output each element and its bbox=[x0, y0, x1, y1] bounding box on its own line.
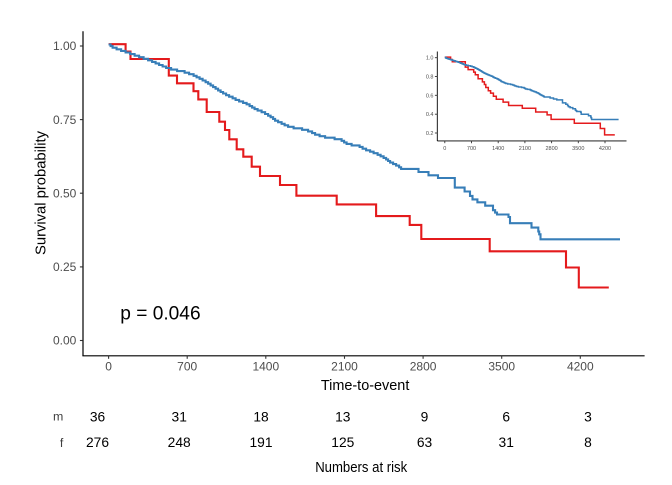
svg-text:0.00: 0.00 bbox=[53, 334, 77, 348]
svg-text:4200: 4200 bbox=[567, 360, 594, 374]
svg-text:2100: 2100 bbox=[519, 146, 531, 152]
svg-text:1.0: 1.0 bbox=[426, 56, 434, 62]
svg-text:125: 125 bbox=[331, 435, 354, 450]
svg-text:2800: 2800 bbox=[545, 146, 557, 152]
svg-text:3500: 3500 bbox=[572, 146, 584, 152]
svg-text:1400: 1400 bbox=[252, 360, 279, 374]
svg-text:Survival probability: Survival probability bbox=[34, 130, 50, 255]
svg-text:0.4: 0.4 bbox=[426, 112, 434, 118]
svg-text:9: 9 bbox=[421, 410, 429, 425]
svg-text:63: 63 bbox=[417, 435, 433, 450]
svg-text:0.6: 0.6 bbox=[426, 93, 434, 99]
svg-text:1.00: 1.00 bbox=[53, 39, 77, 53]
svg-text:0: 0 bbox=[443, 146, 446, 152]
svg-text:700: 700 bbox=[467, 146, 476, 152]
svg-text:m: m bbox=[53, 409, 63, 423]
svg-text:2800: 2800 bbox=[410, 360, 437, 374]
svg-text:13: 13 bbox=[335, 410, 351, 425]
svg-text:0.8: 0.8 bbox=[426, 75, 434, 81]
svg-text:Time-to-event: Time-to-event bbox=[321, 378, 410, 394]
svg-text:0.25: 0.25 bbox=[53, 260, 77, 274]
svg-text:4200: 4200 bbox=[599, 146, 611, 152]
svg-text:0: 0 bbox=[105, 360, 112, 374]
svg-text:f: f bbox=[60, 436, 64, 450]
svg-text:3: 3 bbox=[584, 410, 592, 425]
svg-text:0.50: 0.50 bbox=[53, 186, 77, 200]
svg-text:0.2: 0.2 bbox=[426, 131, 434, 137]
svg-text:6: 6 bbox=[502, 410, 510, 425]
svg-text:700: 700 bbox=[177, 360, 197, 374]
svg-text:1400: 1400 bbox=[492, 146, 504, 152]
svg-text:Numbers at risk: Numbers at risk bbox=[315, 460, 408, 476]
svg-text:248: 248 bbox=[168, 435, 191, 450]
svg-text:276: 276 bbox=[86, 435, 109, 450]
svg-text:2100: 2100 bbox=[331, 360, 358, 374]
svg-text:31: 31 bbox=[172, 410, 187, 425]
svg-text:31: 31 bbox=[499, 435, 514, 450]
svg-text:8: 8 bbox=[584, 435, 592, 450]
svg-text:p = 0.046: p = 0.046 bbox=[120, 303, 200, 324]
svg-text:191: 191 bbox=[249, 435, 272, 450]
svg-text:18: 18 bbox=[253, 410, 269, 425]
svg-text:3500: 3500 bbox=[488, 360, 515, 374]
svg-text:0.75: 0.75 bbox=[53, 113, 77, 127]
svg-text:36: 36 bbox=[90, 410, 106, 425]
